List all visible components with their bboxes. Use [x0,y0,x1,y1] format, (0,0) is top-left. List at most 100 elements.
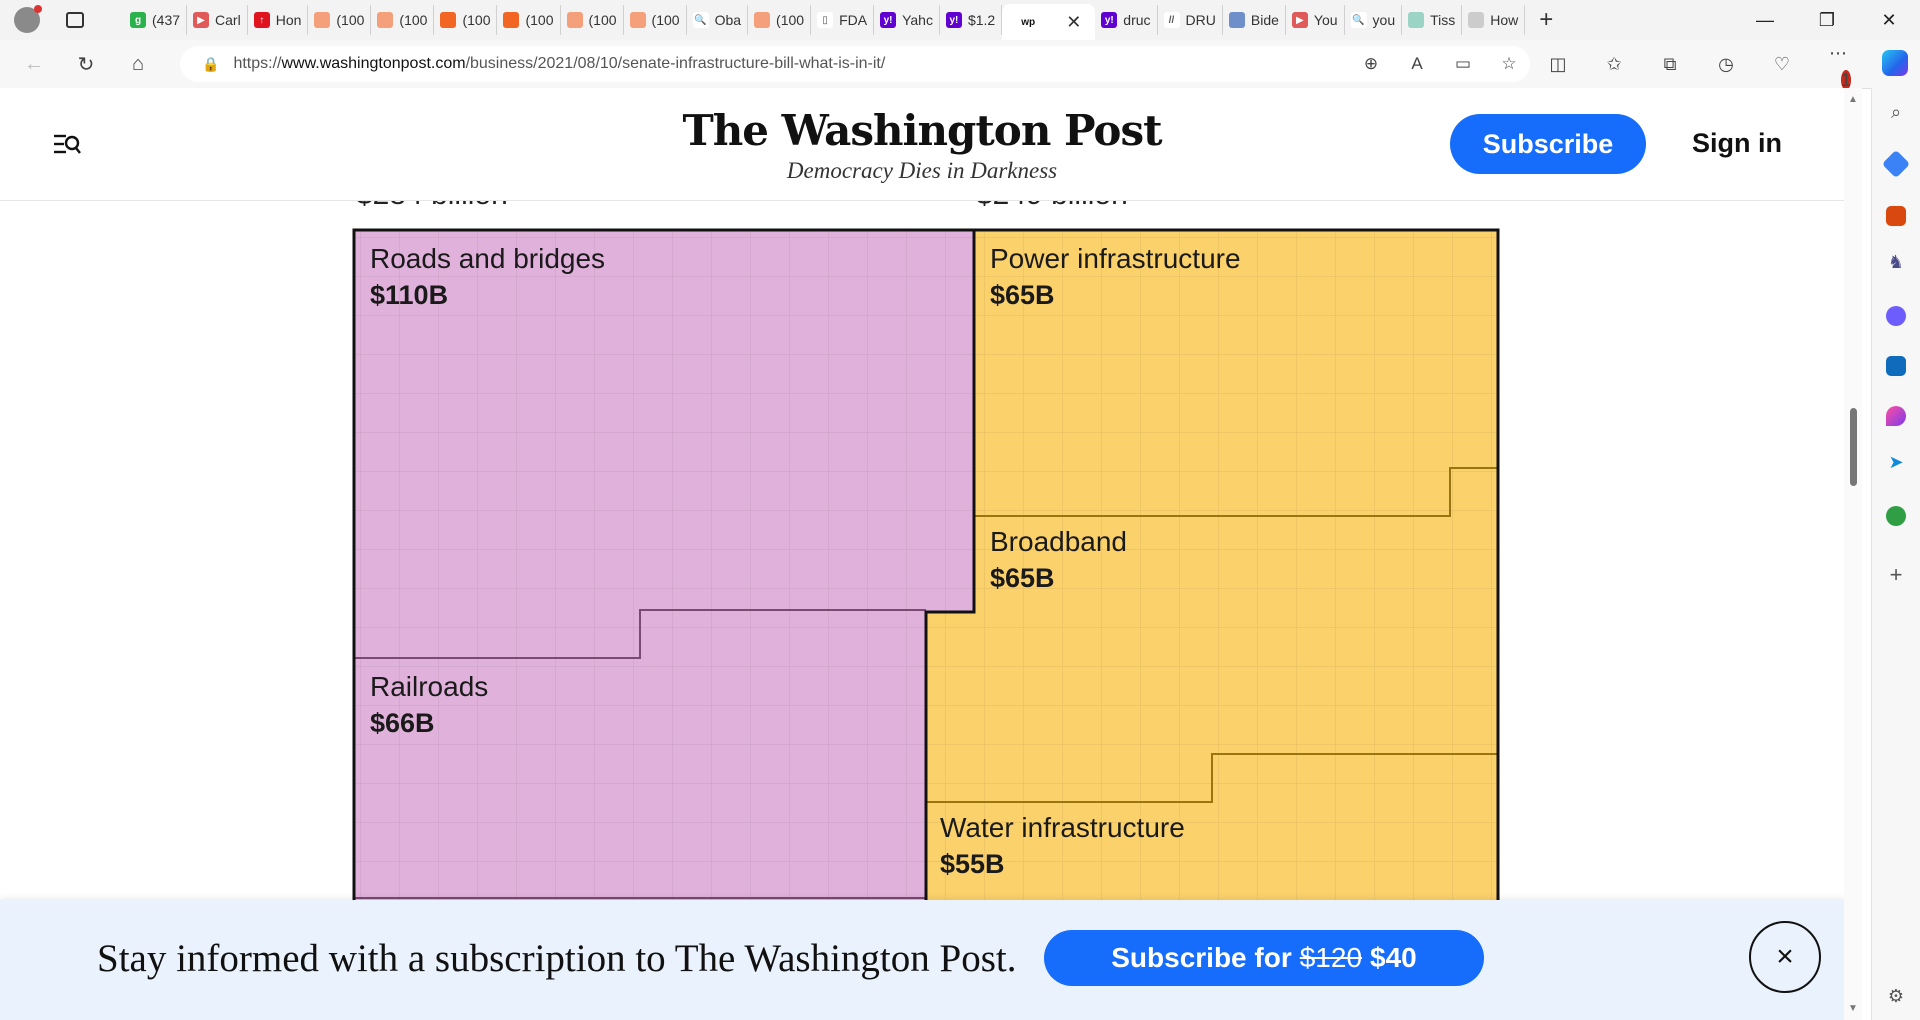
tab-favicon-icon: 🔍 [1350,12,1367,28]
split-screen-icon[interactable]: ◫ [1549,53,1567,74]
browser-tab[interactable]: (100 [748,5,812,35]
refresh-button[interactable]: ↻ [77,53,95,76]
tab-actions-icon[interactable] [66,12,84,28]
tab-label: You [1313,12,1338,28]
read-aloud-icon[interactable]: A [1411,54,1423,73]
browser-tab[interactable]: ▶ You [1286,5,1345,35]
close-tab-icon[interactable]: ✕ [1066,11,1082,32]
close-banner-button[interactable]: × [1749,921,1821,993]
active-tab[interactable]: wp ✕ [1002,4,1096,40]
games-icon[interactable]: ♞ [1887,252,1905,272]
add-sidebar-app-icon[interactable]: + [1889,562,1903,587]
tab-label: Bide [1250,12,1279,28]
sign-in-link[interactable]: Sign in [1692,128,1782,158]
outlook-icon[interactable] [1886,356,1906,376]
home-button[interactable]: ⌂ [131,52,145,75]
browser-tab[interactable]: Bide [1223,5,1286,35]
tab-label: druc [1123,12,1151,28]
site-tagline: Democracy Dies in Darkness [786,158,1058,183]
browser-tab[interactable]: g (437 [124,5,188,35]
block-value: $65B [990,280,1055,310]
copilot-sidebar-icon[interactable] [1886,306,1906,326]
profile-avatar[interactable] [14,5,42,33]
old-price: $120 [1299,942,1363,973]
sidebar-settings-icon[interactable]: ⚙ [1887,986,1905,1006]
tab-list: g (437 ▶ Carl ↑ Hon (100 (100 (100 (100 (100 (100 🔍 O… [124,0,1526,40]
collections-icon[interactable]: ⧉ [1663,53,1677,74]
browser-tab[interactable]: (100 [497,5,561,35]
scroll-up-arrow[interactable]: ▲ [1848,94,1858,105]
browser-tab[interactable]: Tiss [1402,5,1463,35]
block-label: Power infrastructure [990,243,1241,274]
url-text[interactable]: https://www.washingtonpost.com/business/… [233,55,886,72]
tab-label: DRU [1185,12,1216,28]
group-divider [924,230,976,900]
browser-tab[interactable]: y! $1.2 [940,5,1003,35]
browser-tab[interactable]: // DRU [1158,5,1223,35]
tab-favicon-icon: wp [1016,14,1041,30]
block-value: $65B [990,563,1055,593]
tab-label: (100 [336,12,365,28]
tab-favicon-icon: g [130,12,146,28]
subscribe-button[interactable]: Subscribe [1450,114,1646,174]
minimize-button[interactable]: — [1756,9,1774,30]
zoom-icon[interactable]: ⊕ [1363,54,1379,73]
block-label: Broadband [990,526,1127,557]
designer-icon[interactable] [1886,406,1906,426]
tab-label: you [1372,12,1396,28]
site-logo[interactable]: The Washington Post [682,106,1163,155]
scroll-down-arrow[interactable]: ▼ [1848,1003,1858,1014]
browser-tab[interactable]: 🔍 Oba [687,5,749,35]
back-button[interactable]: ← [24,52,44,75]
favorite-star-icon[interactable]: ☆ [1501,54,1517,73]
address-bar[interactable]: 🔒 https://www.washingtonpost.com/busines… [180,46,1530,82]
send-icon[interactable]: ➤ [1888,452,1904,472]
browser-tab[interactable]: ↑ Hon [248,5,309,35]
browser-tab[interactable]: How [1462,5,1526,35]
favorites-icon[interactable]: ✩ [1606,53,1622,74]
new-tab-button[interactable]: + [1539,6,1554,33]
tab-favicon-icon: y! [1101,12,1118,28]
browser-tab[interactable]: (100 [434,5,498,35]
menu-search-icon[interactable] [52,130,82,158]
immersive-reader-icon[interactable]: ▭ [1454,54,1472,73]
browser-tab[interactable]: (100 [308,5,372,35]
restore-button[interactable]: ❐ [1818,9,1836,30]
banner-subscribe-button[interactable]: Subscribe for $120 $40 [1044,930,1484,986]
block-label: Roads and bridges [370,243,605,274]
tab-favicon-icon: ▯ [817,12,834,28]
browser-tab[interactable]: y! druc [1095,5,1158,35]
tab-favicon-icon: // [1163,12,1180,28]
tree-icon[interactable] [1886,506,1906,526]
browser-tab[interactable]: ▶ Carl [187,5,248,35]
shopping-tag-icon[interactable] [1881,149,1911,179]
sidebar-search-icon[interactable]: ⌕ [1890,102,1902,122]
close-window-button[interactable]: ✕ [1881,9,1897,30]
more-menu-icon[interactable]: ⋯1 [1829,43,1851,90]
browser-tab[interactable]: ▯ FDA [811,5,875,35]
lock-icon[interactable]: 🔒 [202,55,220,72]
browser-tab[interactable]: 🔍 you [1345,5,1403,35]
performance-icon[interactable]: ♡ [1773,53,1791,74]
tab-label: Yahc [902,12,933,28]
tools-icon[interactable] [1886,206,1906,226]
browser-tab[interactable]: (100 [561,5,624,35]
browser-tab[interactable]: (100 [371,5,435,35]
page-scrollbar[interactable]: ▲ ▼ [1844,88,1862,1020]
history-icon[interactable]: ◷ [1718,53,1734,74]
copilot-icon[interactable] [1882,50,1908,76]
block-value: $66B [370,708,435,738]
tab-favicon-icon [566,12,583,28]
tab-label: Oba [714,12,742,28]
tab-label: (437 [152,12,181,28]
scroll-thumb[interactable] [1850,408,1857,486]
banner-button-label: Subscribe for [1111,942,1292,973]
tab-favicon-icon: y! [945,12,962,28]
browser-tab[interactable]: y! Yahc [874,5,940,35]
navigation-bar: ← ↻ ⌂ 🔒 https://www.washingtonpost.com/b… [0,40,1920,90]
tab-label: (100 [462,12,491,28]
browser-tab[interactable]: (100 [624,5,687,35]
broadband-water-boundary [926,753,1498,803]
block-label: Water infrastructure [940,812,1185,843]
notification-badge: 1 [1840,70,1851,90]
